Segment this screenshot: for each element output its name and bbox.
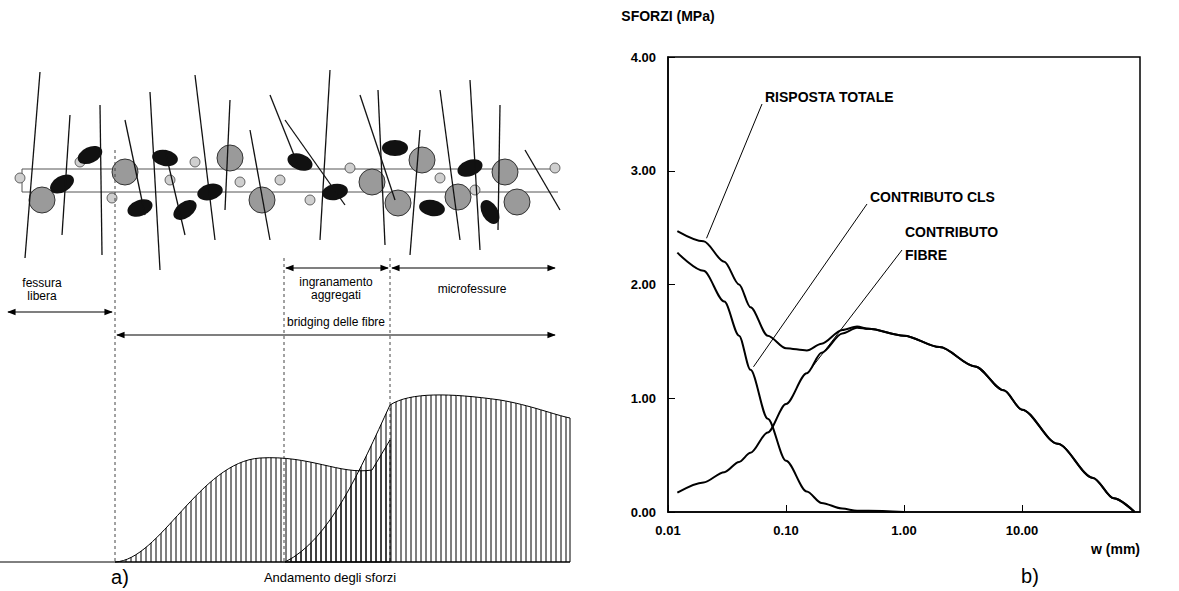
svg-text:aggregati: aggregati [311, 288, 361, 302]
svg-text:Andamento degli sforzi: Andamento degli sforzi [264, 570, 396, 585]
svg-text:fessura: fessura [22, 276, 62, 290]
svg-text:FIBRE: FIBRE [905, 247, 947, 263]
svg-text:4.00: 4.00 [631, 50, 656, 65]
svg-text:10.00: 10.00 [1006, 523, 1039, 538]
svg-text:CONTRIBUTO: CONTRIBUTO [905, 224, 998, 240]
svg-text:0.10: 0.10 [773, 523, 798, 538]
svg-text:microfessure: microfessure [438, 282, 507, 296]
svg-text:SFORZI (MPa): SFORZI (MPa) [621, 8, 714, 24]
svg-text:2.00: 2.00 [631, 277, 656, 292]
svg-text:1.00: 1.00 [631, 391, 656, 406]
svg-text:bridging delle fibre: bridging delle fibre [287, 315, 385, 329]
svg-text:ingranamento: ingranamento [299, 275, 373, 289]
svg-text:1.00: 1.00 [891, 523, 916, 538]
svg-text:a): a) [111, 566, 129, 588]
svg-text:0.00: 0.00 [631, 505, 656, 520]
svg-text:RISPOSTA TOTALE: RISPOSTA TOTALE [765, 89, 894, 105]
svg-text:CONTRIBUTO CLS: CONTRIBUTO CLS [870, 189, 995, 205]
svg-text:b): b) [1021, 565, 1039, 587]
svg-text:3.00: 3.00 [631, 163, 656, 178]
svg-text:w (mm): w (mm) [1090, 541, 1140, 557]
svg-text:libera: libera [27, 289, 57, 303]
svg-text:0.01: 0.01 [655, 523, 680, 538]
